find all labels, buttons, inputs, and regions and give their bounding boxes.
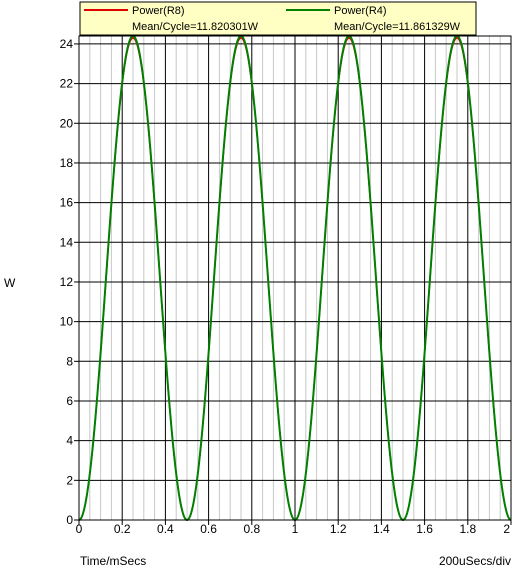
y-tick-label: 10 xyxy=(60,315,74,329)
x-tick-label: 1.4 xyxy=(373,522,390,536)
y-tick-label: 6 xyxy=(66,394,73,408)
x-tick-label: 1.6 xyxy=(416,522,433,536)
y-tick-label: 18 xyxy=(60,156,74,170)
y-tick-label: 0 xyxy=(66,513,73,527)
x-tick-label: 1 xyxy=(292,522,299,536)
y-tick-label: 20 xyxy=(60,116,74,130)
minor-grid xyxy=(89,36,501,520)
x-ticks: 0 0.2 0.4 0.6 0.8 1 1.2 1.4 1.6 1.8 2 xyxy=(76,520,512,536)
y-tick-label: 14 xyxy=(60,235,74,249)
legend-name-r4: Power(R4) xyxy=(334,5,387,17)
y-tick-label: 4 xyxy=(66,434,73,448)
x-tick-label: 1.2 xyxy=(330,522,347,536)
y-axis-label: W xyxy=(4,276,16,290)
legend-stat-r8: Mean/Cycle=11.820301W xyxy=(132,21,259,33)
x-tick-label: 0 xyxy=(76,522,83,536)
y-tick-label: 8 xyxy=(66,354,73,368)
y-tick-label: 16 xyxy=(60,196,74,210)
x-tick-label: 0.6 xyxy=(200,522,217,536)
x-tick-label: 2 xyxy=(503,522,510,536)
legend-name-r8: Power(R8) xyxy=(132,5,185,17)
x-axis-label: Time/mSecs xyxy=(80,554,146,568)
x-tick-label: 0.2 xyxy=(114,522,131,536)
legend: Power(R8) Mean/Cycle=11.820301W Power(R4… xyxy=(79,1,477,36)
x-tick-label: 1.8 xyxy=(459,522,476,536)
scale-note: 200uSecs/div xyxy=(439,554,511,568)
x-tick-label: 0.8 xyxy=(243,522,260,536)
legend-stat-r4: Mean/Cycle=11.861329W xyxy=(334,21,461,33)
y-tick-label: 12 xyxy=(60,275,74,289)
legend-box xyxy=(79,1,477,36)
y-tick-label: 22 xyxy=(60,77,74,91)
major-grid xyxy=(79,36,511,520)
x-tick-label: 0.4 xyxy=(157,522,174,536)
y-tick-label: 24 xyxy=(60,37,74,51)
y-tick-label: 2 xyxy=(66,473,73,487)
